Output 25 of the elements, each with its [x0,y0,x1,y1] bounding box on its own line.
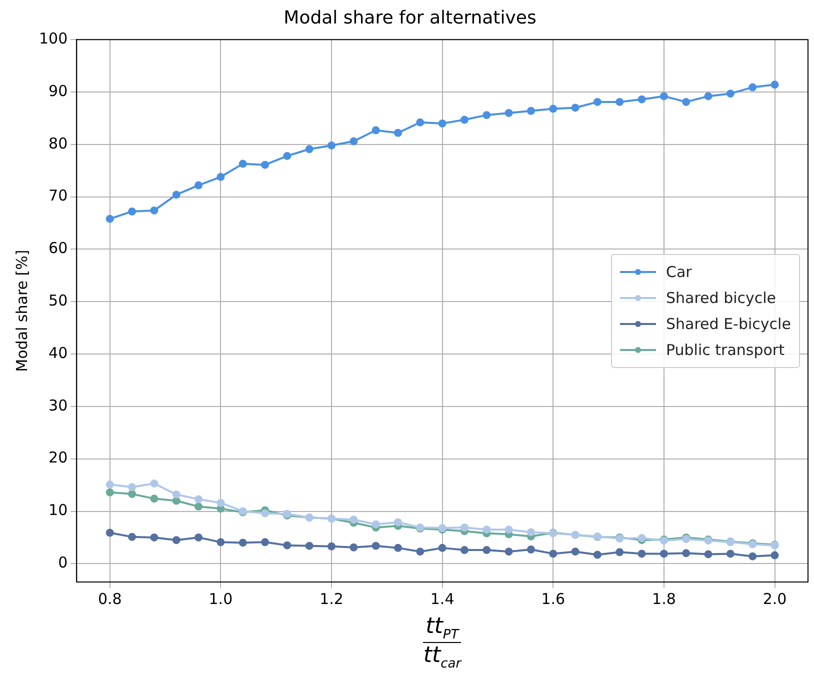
x-axis-title: tt$_{PT}$ tt$_{car}$ [423,614,462,672]
x-tick-label: 1.2 [320,590,344,608]
y-tick-label: 50 [48,292,68,310]
y-tick-label: 20 [48,448,68,467]
y-tick-label: 10 [48,501,68,520]
x-tick-label: 1.0 [208,590,233,608]
y-tick-label: 80 [48,134,68,152]
x-tick-label: 1.8 [652,590,676,608]
y-tick-label: 60 [48,239,68,258]
y-tick-label: 100 [38,29,68,48]
x-tick-label: 0.8 [98,590,122,608]
legend-label: Shared E-bicycle [666,314,791,333]
x-tick-label: 2.0 [762,590,787,608]
y-tick-label: 40 [48,344,68,362]
y-tick-label: 70 [48,186,68,205]
chart-title: Modal share for alternatives [284,7,536,28]
y-tick-label: 90 [48,82,68,100]
x-tick-label: 1.4 [430,590,454,608]
y-tick-label: 30 [48,396,68,414]
y-tick-label: 0 [58,554,68,572]
legend-label: Public transport [666,340,784,359]
legend-label: Shared bicycle [666,288,776,307]
y-axis-title: Modal share [%] [12,250,31,372]
legend-label: Car [666,262,692,281]
x-tick-label: 1.6 [541,590,566,608]
